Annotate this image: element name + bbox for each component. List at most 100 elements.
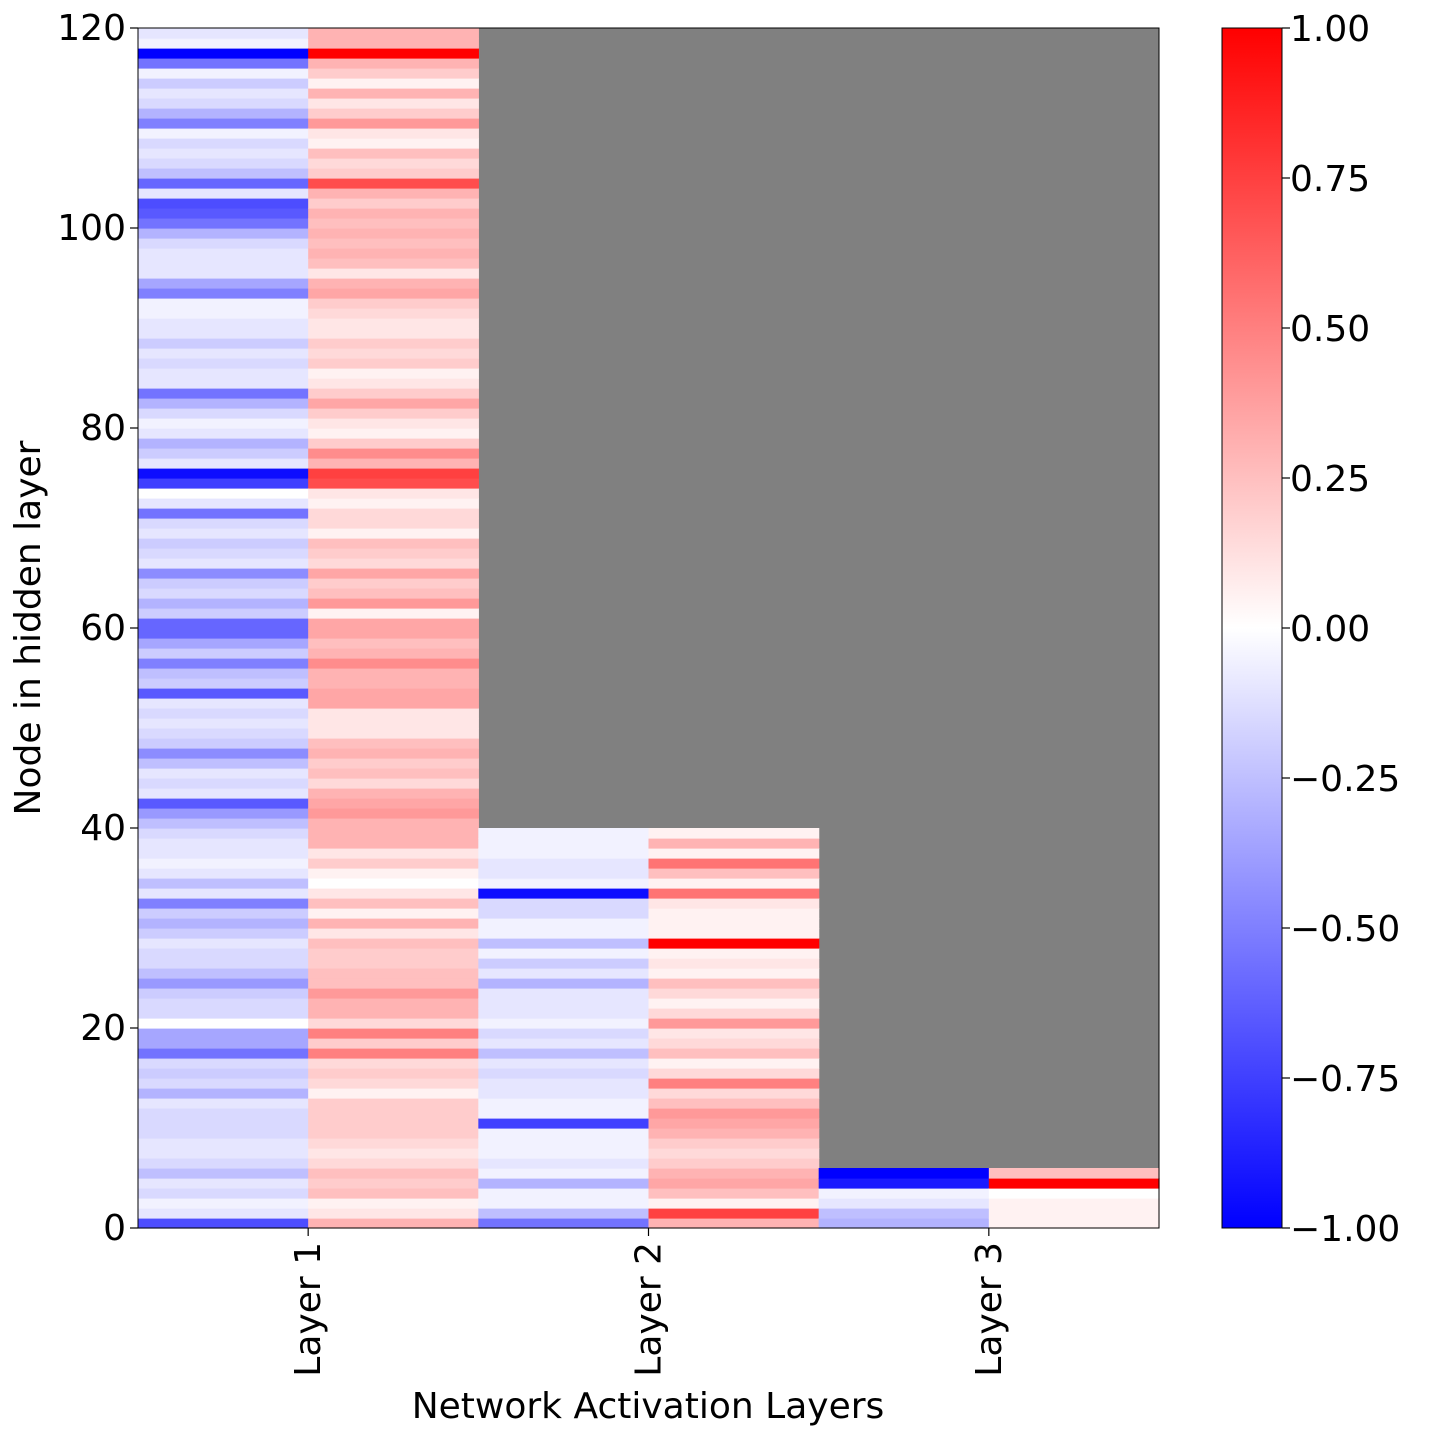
heatmap-cell <box>138 108 309 119</box>
heatmap-cell <box>308 438 479 449</box>
heatmap-cell <box>478 1218 650 1229</box>
heatmap-cell <box>308 68 479 79</box>
heatmap-cell <box>308 178 479 189</box>
heatmap-cell <box>138 808 309 819</box>
heatmap-cell <box>138 408 309 419</box>
heatmap-cell <box>648 978 820 989</box>
heatmap-cell <box>138 838 309 849</box>
heatmap-cell <box>308 968 479 979</box>
heatmap-cell <box>138 528 309 539</box>
heatmap-cell <box>308 748 479 759</box>
heatmap-cell <box>648 1088 820 1099</box>
heatmap-cell <box>648 868 820 879</box>
heatmap-cell <box>138 598 309 609</box>
heatmap-cell <box>308 728 479 739</box>
heatmap-cell <box>648 878 820 889</box>
heatmap-cell <box>138 908 309 919</box>
heatmap-cell <box>138 588 309 599</box>
heatmap-cell <box>138 1018 309 1029</box>
heatmap-cell <box>308 378 479 389</box>
heatmap-cell <box>308 508 479 519</box>
heatmap-cell <box>138 738 309 749</box>
heatmap-cell <box>308 538 479 549</box>
heatmap-cell <box>648 1098 820 1109</box>
heatmap-cell <box>988 1188 1160 1199</box>
heatmap-cell <box>988 1218 1160 1229</box>
heatmap-cell <box>138 1058 309 1069</box>
y-tick-label: 40 <box>80 808 126 849</box>
heatmap-cell <box>648 1148 820 1159</box>
heatmap-cell <box>308 868 479 879</box>
heatmap-cell <box>138 258 309 269</box>
heatmap-cell <box>308 998 479 1009</box>
heatmap-cell <box>138 918 309 929</box>
heatmap-cell <box>138 298 309 309</box>
heatmap-cell <box>308 88 479 99</box>
heatmap-cell <box>648 1008 820 1019</box>
heatmap-cell <box>138 888 309 899</box>
heatmap-cell <box>648 968 820 979</box>
y-tick-label: 120 <box>57 8 126 49</box>
heatmap-cell <box>138 168 309 179</box>
heatmap-cell <box>308 358 479 369</box>
heatmap-cell <box>138 1218 309 1229</box>
heatmap-cell <box>308 278 479 289</box>
heatmap-cell <box>478 938 650 949</box>
heatmap-cell <box>478 958 650 969</box>
heatmap-cell <box>478 1108 650 1119</box>
heatmap-cell <box>988 1198 1160 1209</box>
heatmap-cell <box>308 578 479 589</box>
heatmap-cell <box>308 788 479 799</box>
heatmap-cell <box>138 348 309 359</box>
heatmap-cell <box>478 858 650 869</box>
heatmap-cell <box>138 368 309 379</box>
heatmap-cell <box>478 908 650 919</box>
heatmap-cell <box>138 318 309 329</box>
heatmap-cell <box>478 1088 650 1099</box>
heatmap-cell <box>308 808 479 819</box>
heatmap-cell <box>138 248 309 259</box>
heatmap-cell <box>648 1218 820 1229</box>
heatmap-cell <box>648 1188 820 1199</box>
heatmap-cell <box>308 188 479 199</box>
heatmap-cell <box>308 608 479 619</box>
heatmap-cell <box>138 718 309 729</box>
heatmap-cell <box>308 768 479 779</box>
heatmap-cell <box>648 1018 820 1029</box>
heatmap-cell <box>648 1068 820 1079</box>
heatmap-cell <box>308 568 479 579</box>
heatmap-cell <box>308 318 479 329</box>
heatmap-cell <box>138 338 309 349</box>
heatmap-cell <box>478 1168 650 1179</box>
heatmap-cell <box>138 668 309 679</box>
heatmap-cell <box>818 1188 990 1199</box>
heatmap-cell <box>308 348 479 359</box>
heatmap-cell <box>138 698 309 709</box>
heatmap-cell <box>648 1058 820 1069</box>
heatmap-cell <box>308 988 479 999</box>
heatmap-cell <box>308 118 479 129</box>
heatmap-cell <box>308 1028 479 1039</box>
y-tick-label: 20 <box>80 1008 126 1049</box>
heatmap-cell <box>308 1038 479 1049</box>
colorbar: −1.00 −0.75 −0.50 −0.25 0.00 0.25 0.50 0.75 1.00 <box>1221 9 1400 1250</box>
heatmap-cell <box>138 1158 309 1169</box>
heatmap-cell <box>308 518 479 529</box>
heatmap-cell <box>138 1208 309 1219</box>
heatmap-cell <box>308 418 479 429</box>
heatmap-cell <box>818 1218 990 1229</box>
heatmap-cell <box>308 548 479 559</box>
heatmap-cell <box>308 228 479 239</box>
heatmap-cell <box>138 508 309 519</box>
y-tick-label: 60 <box>80 608 126 649</box>
heatmap-cell <box>308 248 479 259</box>
heatmap-cell <box>648 828 820 839</box>
heatmap-cell <box>138 188 309 199</box>
heatmap-cell <box>308 978 479 989</box>
heatmap-cell <box>648 1198 820 1209</box>
colorbar-tick-label: 0.75 <box>1290 159 1370 200</box>
heatmap-cell <box>478 878 650 889</box>
heatmap-cell <box>648 958 820 969</box>
heatmap-cell <box>648 1038 820 1049</box>
heatmap-cell <box>308 78 479 89</box>
